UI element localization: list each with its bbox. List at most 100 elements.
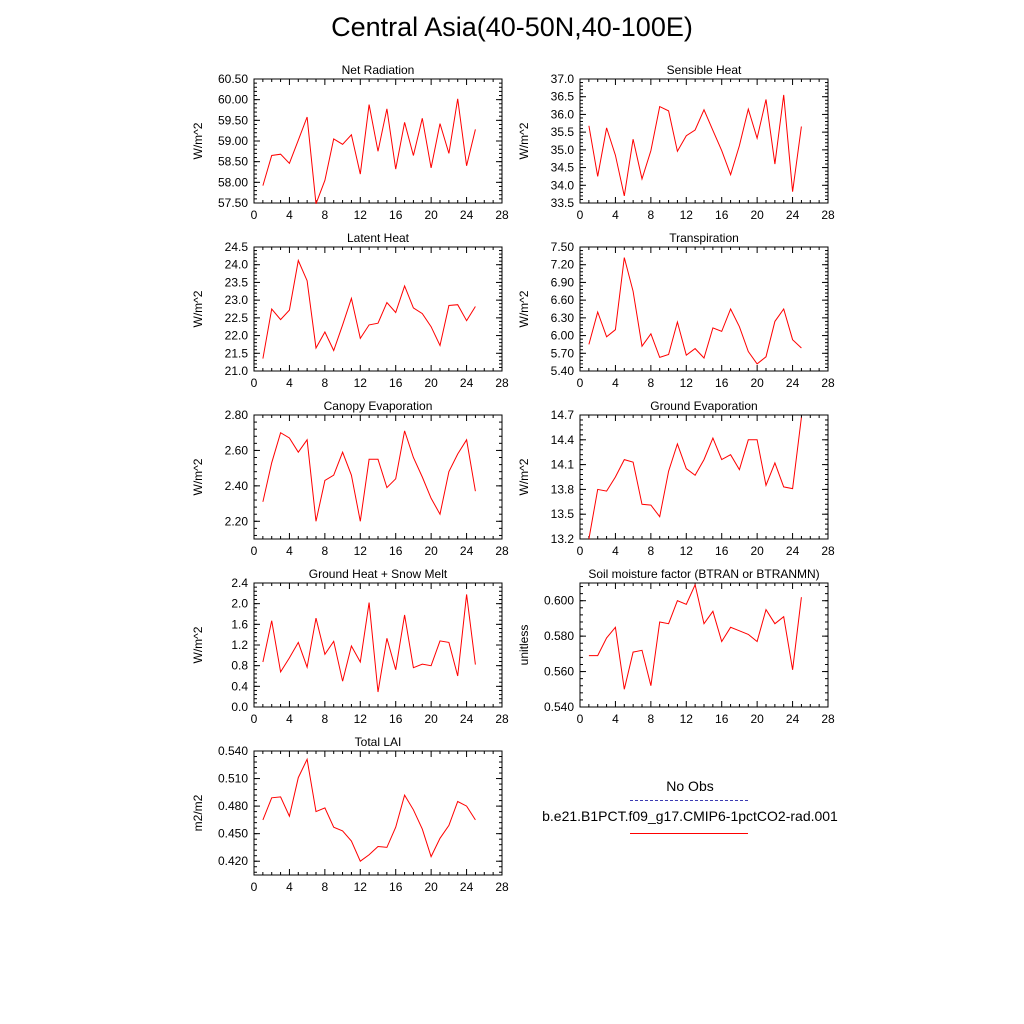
legend-obs-entry: No Obs (530, 778, 850, 800)
y-axis-label: unitless (517, 625, 531, 666)
x-tick-label: 0 (251, 880, 258, 894)
x-tick-label: 12 (680, 376, 694, 390)
y-tick-label: 22.0 (225, 329, 249, 343)
x-tick-label: 28 (495, 880, 509, 894)
series-line (588, 417, 802, 540)
x-tick-label: 16 (715, 544, 729, 558)
y-tick-label: 23.0 (225, 293, 249, 307)
y-tick-label: 2.20 (225, 514, 249, 528)
y-tick-label: 0.580 (544, 629, 574, 643)
x-tick-label: 0 (577, 712, 584, 726)
plot-frame (253, 750, 503, 876)
panel-title: Soil moisture factor (BTRAN or BTRANMN) (588, 567, 819, 581)
y-tick-label: 6.30 (551, 311, 575, 325)
x-tick-label: 8 (322, 880, 329, 894)
panel-title: Sensible Heat (667, 63, 742, 77)
x-tick-label: 8 (648, 544, 655, 558)
x-tick-label: 16 (389, 208, 403, 222)
x-tick-label: 8 (322, 712, 329, 726)
x-tick-label: 16 (389, 880, 403, 894)
x-tick-label: 24 (460, 544, 474, 558)
y-axis-label: W/m^2 (191, 122, 205, 159)
x-tick-label: 20 (424, 712, 438, 726)
legend-obs-label: No Obs (666, 778, 714, 794)
series-line (262, 258, 476, 359)
x-tick-label: 16 (715, 208, 729, 222)
y-tick-label: 0.540 (218, 744, 248, 758)
plot-frame (579, 414, 829, 540)
x-tick-label: 24 (460, 712, 474, 726)
y-tick-label: 2.40 (225, 479, 249, 493)
x-tick-label: 8 (648, 376, 655, 390)
x-tick-label: 16 (715, 712, 729, 726)
x-tick-label: 24 (786, 208, 800, 222)
y-axis-label: W/m^2 (517, 122, 531, 159)
x-tick-label: 16 (389, 376, 403, 390)
y-tick-label: 2.4 (231, 576, 248, 590)
y-tick-label: 0.600 (544, 594, 574, 608)
series-line (262, 757, 476, 862)
x-tick-label: 4 (286, 544, 293, 558)
series-line (588, 94, 802, 197)
legend-obs-swatch-row (530, 800, 850, 808)
y-tick-label: 58.00 (218, 175, 248, 189)
y-tick-label: 0.510 (218, 772, 248, 786)
y-tick-label: 2.80 (225, 408, 249, 422)
plot-frame (253, 414, 503, 540)
x-tick-label: 20 (750, 712, 764, 726)
y-tick-label: 14.4 (551, 433, 575, 447)
series-line (262, 430, 476, 522)
y-tick-label: 0.450 (218, 827, 248, 841)
plot-frame (253, 78, 503, 204)
x-tick-label: 0 (577, 544, 584, 558)
x-tick-label: 4 (286, 376, 293, 390)
y-tick-label: 58.50 (218, 155, 248, 169)
x-tick-label: 12 (680, 544, 694, 558)
y-tick-label: 0.0 (231, 700, 248, 714)
y-axis-label: W/m^2 (191, 290, 205, 327)
x-tick-label: 12 (354, 208, 368, 222)
y-tick-label: 24.5 (225, 240, 249, 254)
y-tick-label: 2.0 (231, 597, 248, 611)
x-tick-label: 20 (424, 544, 438, 558)
legend-model-label: b.e21.B1PCT.f09_g17.CMIP6-1pctCO2-rad.00… (542, 808, 838, 824)
y-tick-label: 6.00 (551, 329, 575, 343)
y-tick-label: 0.560 (544, 665, 574, 679)
y-tick-label: 34.0 (551, 178, 575, 192)
panel-3: Transpiration W/m^2 0 4 8 12 16 20 24 28 5.40 5.70 6… (517, 231, 835, 390)
y-tick-label: 14.1 (551, 458, 575, 472)
panel-title: Transpiration (669, 231, 739, 245)
panel-8: Total LAI m2/m2 0 4 8 12 16 20 24 28 0.420 0.450 0.4… (191, 735, 509, 894)
y-tick-label: 60.50 (218, 72, 248, 86)
x-tick-label: 0 (577, 208, 584, 222)
y-tick-label: 33.5 (551, 196, 575, 210)
y-tick-label: 5.40 (551, 364, 575, 378)
y-tick-label: 2.60 (225, 443, 249, 457)
x-tick-label: 4 (286, 712, 293, 726)
x-tick-label: 20 (750, 208, 764, 222)
y-tick-label: 34.5 (551, 161, 575, 175)
y-tick-label: 0.4 (231, 679, 248, 693)
panel-6: Ground Heat + Snow Melt W/m^2 0 4 8 12 16 20 24 2… (191, 567, 509, 726)
y-tick-label: 0.540 (544, 700, 574, 714)
y-tick-label: 14.7 (551, 408, 575, 422)
x-tick-label: 28 (821, 376, 835, 390)
y-tick-label: 13.8 (551, 482, 575, 496)
x-tick-label: 24 (786, 376, 800, 390)
y-tick-label: 60.00 (218, 93, 248, 107)
x-tick-label: 16 (715, 376, 729, 390)
x-tick-label: 16 (389, 712, 403, 726)
panel-7: Soil moisture factor (BTRAN or BTRANMN) u… (517, 567, 835, 726)
y-tick-label: 0.480 (218, 799, 248, 813)
x-tick-label: 12 (680, 208, 694, 222)
y-tick-label: 13.2 (551, 532, 575, 546)
x-tick-label: 0 (251, 376, 258, 390)
y-tick-label: 7.50 (551, 240, 575, 254)
y-tick-label: 0.8 (231, 659, 248, 673)
x-tick-label: 0 (577, 376, 584, 390)
y-tick-label: 35.0 (551, 143, 575, 157)
series-line (262, 98, 476, 204)
x-tick-label: 4 (612, 712, 619, 726)
legend-model-entry: b.e21.B1PCT.f09_g17.CMIP6-1pctCO2-rad.00… (530, 808, 850, 830)
